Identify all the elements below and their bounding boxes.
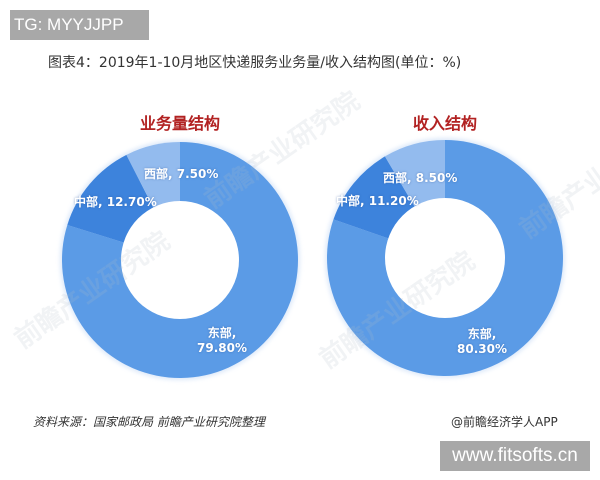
label-east: 东部, 80.30% <box>452 327 512 357</box>
chart-heading: 业务量结构 <box>139 114 220 133</box>
label-east-name: 东部, <box>207 326 237 340</box>
label-central: 中部, 11.20% <box>336 194 419 208</box>
figure-title: 图表4：2019年1-10月地区快递服务业务量/收入结构图(单位：%) <box>48 55 462 71</box>
donut-chart-revenue <box>325 138 565 378</box>
label-west: 西部, 8.50% <box>383 171 458 185</box>
label-east-value: 80.30% <box>457 342 507 356</box>
tag-badge: TG: MYYJJPP <box>10 10 149 40</box>
source-note: 资料来源：国家邮政局 前瞻产业研究院整理 <box>33 415 265 429</box>
chart-revenue-structure: 前瞻产业研究院 前瞻产业研究院 收入结构 西部, 8.50% 中部, 11.20… <box>305 100 600 390</box>
label-east: 东部, 79.80% <box>192 326 252 356</box>
chart-volume-structure: 前瞻产业研究院 前瞻产业研究院 业务量结构 西部, 7.50% 中部, 12.7… <box>9 86 366 390</box>
site-badge: www.fitsofts.cn <box>440 441 590 471</box>
label-west: 西部, 7.50% <box>144 167 219 181</box>
label-central: 中部, 12.70% <box>74 195 157 209</box>
publisher-credit: @前瞻经济学人APP <box>451 415 558 429</box>
chart-heading: 收入结构 <box>412 114 477 133</box>
label-east-name: 东部, <box>467 327 497 341</box>
donut-chart-volume <box>60 140 300 380</box>
label-east-value: 79.80% <box>197 341 247 355</box>
